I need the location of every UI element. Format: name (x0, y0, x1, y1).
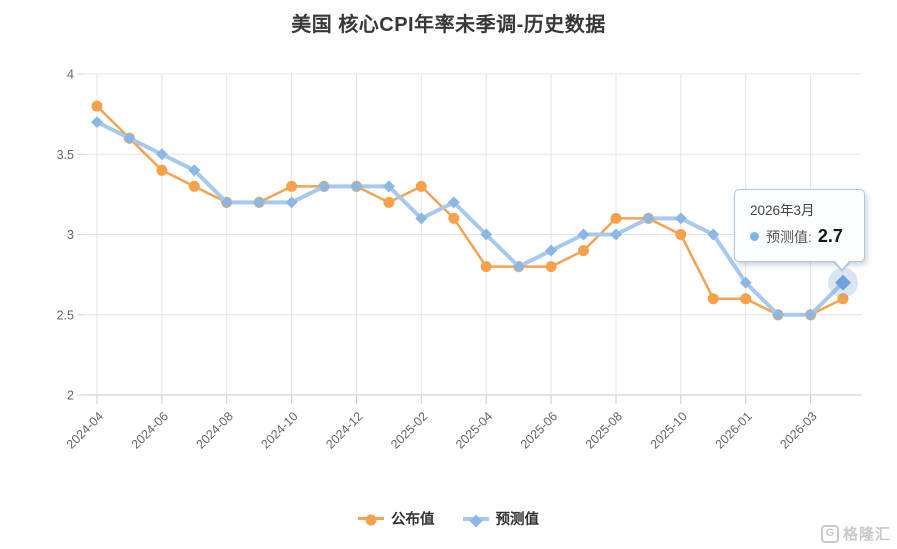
watermark-logo: G 格隆汇 (820, 523, 891, 544)
data-point[interactable] (382, 180, 395, 193)
tooltip-series-dot-icon (750, 232, 759, 241)
data-point[interactable] (480, 228, 493, 241)
chart-title: 美国 核心CPI年率未季调-历史数据 (291, 14, 606, 36)
data-point[interactable] (512, 260, 525, 273)
data-point[interactable] (220, 196, 233, 209)
x-axis-label: 2024-06 (129, 409, 171, 451)
x-axis-label: 2026-01 (712, 409, 754, 451)
data-point[interactable] (739, 276, 752, 289)
legend-label: 预测值 (495, 512, 540, 528)
tooltip-date: 2026年3月 (750, 203, 815, 218)
series-line (95, 104, 845, 317)
data-point[interactable] (155, 148, 168, 161)
x-axis-label: 2025-08 (583, 409, 625, 451)
data-point[interactable] (675, 229, 687, 240)
data-point[interactable] (383, 196, 395, 208)
x-axis-label: 2024-08 (194, 409, 236, 451)
data-point[interactable] (286, 180, 298, 192)
data-point[interactable] (350, 180, 363, 193)
x-axis-label: 2025-02 (388, 409, 430, 451)
data-point[interactable] (804, 308, 817, 321)
data-point[interactable] (447, 196, 460, 209)
data-point[interactable] (91, 116, 103, 129)
data-point[interactable] (253, 196, 266, 209)
watermark-brand-text: 格隆汇 (842, 526, 891, 543)
tooltip-arrow-fill (834, 260, 850, 269)
data-point[interactable] (480, 261, 492, 273)
y-axis-label: 2.5 (57, 308, 74, 322)
x-axis-label: 2025-06 (518, 409, 560, 451)
data-point[interactable] (545, 244, 558, 257)
y-axis-label: 4 (67, 68, 74, 82)
x-axis-label: 2026-03 (777, 409, 819, 451)
data-point[interactable] (188, 180, 200, 192)
data-point[interactable] (578, 245, 589, 257)
legend-item-published[interactable]: 公布值 (358, 508, 435, 529)
data-point[interactable] (610, 228, 622, 241)
data-point[interactable] (707, 228, 720, 241)
series-line (95, 120, 845, 317)
legend-item-forecast[interactable]: 预测值 (462, 508, 540, 529)
data-point[interactable] (707, 293, 719, 305)
legend-label: 公布值 (391, 512, 435, 528)
legend-line-icon (462, 514, 489, 527)
diamond-marker-icon (469, 514, 482, 527)
x-axis-label: 2024-10 (258, 409, 300, 451)
x-axis-label: 2024-04 (64, 409, 106, 451)
data-point[interactable] (415, 180, 427, 192)
tooltip-value: 2.7 (817, 226, 843, 246)
data-point[interactable] (448, 212, 460, 224)
legend-line-icon (358, 514, 384, 526)
data-point[interactable] (318, 180, 330, 193)
data-point[interactable] (188, 164, 201, 177)
data-point[interactable] (674, 212, 687, 225)
x-axis-label: 2024-12 (323, 409, 365, 451)
data-point[interactable] (837, 293, 849, 305)
chart-legend: 公布值 预测值 (0, 508, 897, 529)
y-axis-label: 3.5 (57, 148, 74, 162)
data-point[interactable] (577, 228, 590, 241)
data-point[interactable] (285, 196, 298, 209)
data-point[interactable] (772, 308, 785, 321)
data-point[interactable] (740, 293, 752, 305)
data-point[interactable] (415, 212, 428, 225)
gelonghui-logo-icon: G (820, 524, 839, 543)
data-point[interactable] (545, 261, 557, 273)
y-axis-label: 2 (67, 389, 74, 403)
data-point[interactable] (123, 132, 136, 145)
x-axis-label: 2025-10 (648, 409, 690, 451)
x-axis-label: 2025-04 (453, 409, 495, 451)
data-point[interactable] (642, 212, 655, 225)
data-point[interactable] (610, 212, 622, 224)
y-axis-label: 3 (67, 228, 74, 242)
tooltip-series-label: 预测值: (766, 228, 812, 245)
circle-marker-icon (365, 514, 377, 526)
data-point[interactable] (91, 100, 103, 112)
tooltip: 2026年3月 预测值: 2.7 (734, 189, 865, 272)
highlighted-point[interactable] (835, 274, 851, 291)
data-point[interactable] (156, 164, 168, 176)
